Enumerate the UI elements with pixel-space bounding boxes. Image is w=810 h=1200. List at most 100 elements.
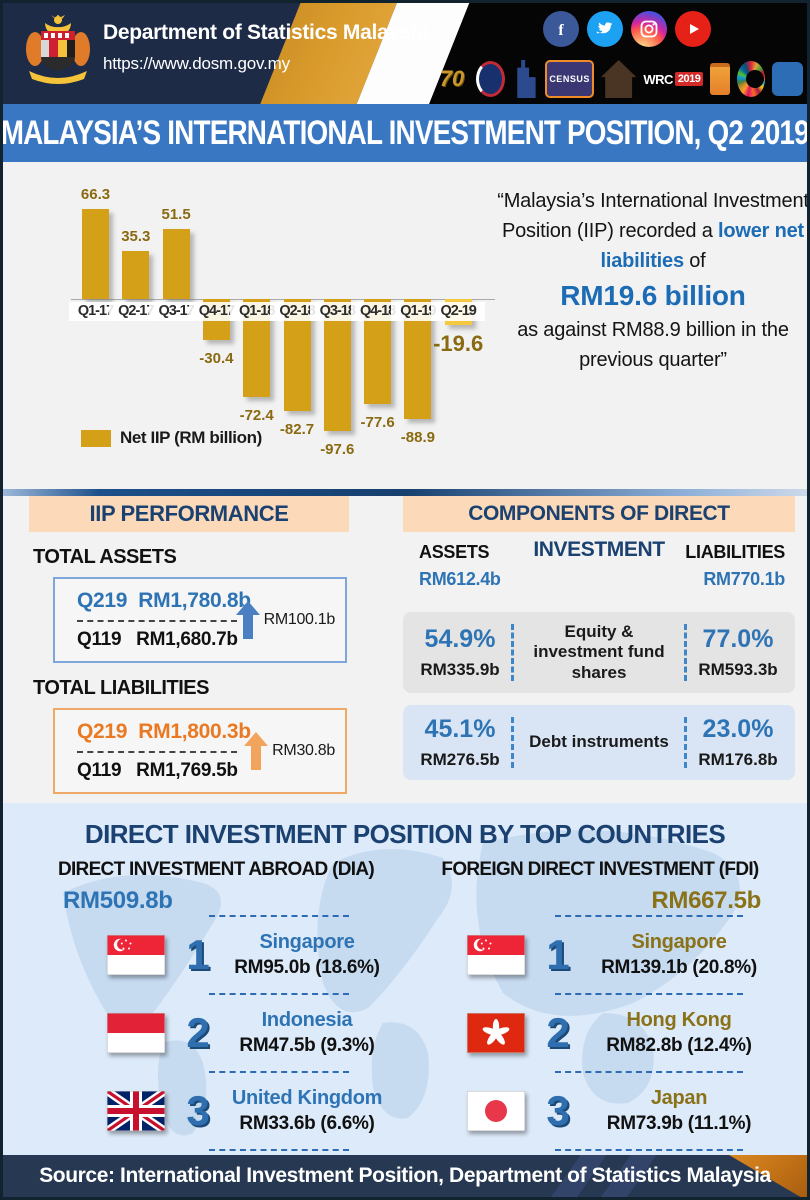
row-dashed-divider <box>209 1149 349 1151</box>
middle-section: IIP PERFORMANCE TOTAL ASSETS Q219 RM1,78… <box>3 496 807 803</box>
components-assets: ASSETS RM612.4b <box>419 542 501 590</box>
dashed-separator <box>77 620 237 622</box>
total-liabilities-label: TOTAL LIABILITIES <box>33 677 209 699</box>
components-liabilities: LIABILITIES RM770.1b <box>685 542 785 590</box>
bar-Q3-17 <box>162 229 190 299</box>
fdi-hongkong-text: Hong Kong RM82.8b (12.4%) <box>583 1009 775 1057</box>
country-name: Japan <box>650 1087 708 1109</box>
bar-value-label: 51.5 <box>161 206 191 224</box>
sdg-wheel-logo <box>737 61 766 97</box>
quote-part2: of <box>683 250 706 272</box>
iip-performance-panel: IIP PERFORMANCE TOTAL ASSETS Q219 RM1,78… <box>29 496 349 794</box>
rank-number: 3 <box>546 1087 570 1134</box>
row-dashed-divider <box>555 915 743 917</box>
census-2020-logo: CENSUS <box>545 60 594 98</box>
bar-Q1-17 <box>82 209 109 299</box>
flag-united-kingdom <box>107 1091 165 1131</box>
mycensus-logo <box>772 62 803 96</box>
debt-label: Debt instruments <box>529 732 669 752</box>
chart-legend: Net IIP (RM billion) <box>81 428 262 448</box>
rank-number: 3 <box>186 1087 210 1134</box>
components-liabilities-value: RM770.1b <box>703 569 785 589</box>
fdi-header: FOREIGN DIRECT INVESTMENT (FDI) <box>441 859 759 880</box>
page-title: MALAYSIA’S INTERNATIONAL INVESTMENT POSI… <box>0 113 810 152</box>
dia-row-united-kingdom: 3 United Kingdom RM33.6b (6.6%) <box>41 1073 391 1149</box>
equity-liabs-value: RM593.3b <box>698 660 778 680</box>
flag-japan <box>467 1091 525 1131</box>
quote-text: “Malaysia’s International Investment Pos… <box>495 186 809 375</box>
dia-column: DIRECT INVESTMENT ABROAD (DIA) RM509.8b … <box>41 859 391 1151</box>
dia-row-indonesia: 2 Indonesia RM47.5b (9.3%) <box>41 995 391 1071</box>
components-panel: COMPONENTS OF DIRECT INVESTMENT ASSETS R… <box>403 496 795 781</box>
up-arrow-blue-icon <box>235 601 260 639</box>
top-countries-title: DIRECT INVESTMENT POSITION BY TOP COUNTR… <box>84 819 726 849</box>
country-name: Singapore <box>631 931 727 953</box>
bar-value-label: -72.4 <box>239 406 274 424</box>
liabs-q2-line: Q219 RM1,800.3b <box>77 720 331 744</box>
facebook-icon[interactable]: f <box>543 11 579 47</box>
country-value: RM139.1b (20.8%) <box>601 957 757 978</box>
equity-liabs-pct: 77.0% <box>702 625 774 654</box>
liabs-q2-value: RM1,800.3b <box>138 720 251 743</box>
liabs-q1-label: Q119 <box>77 760 122 781</box>
assets-q2-value: RM1,780.8b <box>138 589 251 612</box>
wrc-text: WRC <box>643 71 673 87</box>
liabs-q1-line: Q119 RM1,769.5b <box>77 760 331 782</box>
total-liabilities-box: Q219 RM1,800.3b Q119 RM1,769.5b RM30.8b <box>53 708 347 794</box>
chart-section: Net IIP (RM billion) 66.3 Q1-17 35.3 Q2-17 5… <box>3 162 807 489</box>
event-logos-row: 70 CENSUS WRC 2019 <box>435 57 803 101</box>
instagram-icon[interactable] <box>631 11 667 47</box>
rank-number: 2 <box>186 1009 210 1056</box>
vertical-dashed-divider <box>684 624 687 682</box>
bar-value-label: -77.6 <box>360 413 395 431</box>
dashed-separator <box>77 751 237 753</box>
equity-label: Equity & investment fund shares <box>533 622 665 682</box>
fdi-row-singapore: 1 Singapore RM139.1b (20.8%) <box>425 917 775 993</box>
social-icons: f <box>543 11 711 47</box>
equity-assets-pct: 54.9% <box>424 625 496 654</box>
liabs-q1-value: RM1,769.5b <box>136 760 238 781</box>
youtube-icon[interactable] <box>675 11 711 47</box>
country-name: Singapore <box>259 931 355 953</box>
debt-assets-value: RM276.5b <box>420 750 500 770</box>
debt-row: 45.1% RM276.5b Debt instruments 23.0% RM… <box>403 705 795 781</box>
assets-q2-label: Q219 <box>77 589 128 612</box>
website-url[interactable]: https://www.dosm.gov.my <box>103 54 290 73</box>
twitter-icon[interactable] <box>587 11 623 47</box>
country-value: RM47.5b (9.3%) <box>239 1035 375 1056</box>
country-name: United Kingdom <box>231 1087 383 1109</box>
70th-anniversary-logo: 70 <box>439 66 465 91</box>
quote-part3: as against RM88.9 billion in the previou… <box>517 319 789 372</box>
quote-highlight: lower net liabilities <box>600 220 804 272</box>
vertical-dashed-divider <box>511 717 514 769</box>
row-dashed-divider <box>555 1149 743 1151</box>
assets-q2-line: Q219 RM1,780.8b <box>77 589 331 613</box>
heritage-house-logo <box>600 60 637 98</box>
top-countries-section: DIRECT INVESTMENT POSITION BY TOP COUNTR… <box>3 803 807 1155</box>
dia-total: RM509.8b <box>63 887 173 914</box>
assets-change-value: RM100.1b <box>263 611 336 628</box>
svg-text:f: f <box>558 22 564 38</box>
dia-header: DIRECT INVESTMENT ABROAD (DIA) <box>57 859 375 880</box>
country-value: RM95.0b (18.6%) <box>234 957 380 978</box>
bar-value-label: -30.4 <box>199 350 234 368</box>
rank-number: 1 <box>186 931 210 978</box>
row-dashed-divider <box>555 993 743 995</box>
bar-x-label: Q2-19 <box>431 302 486 321</box>
title-bar: MALAYSIA’S INTERNATIONAL INVESTMENT POSI… <box>3 104 807 162</box>
up-arrow-orange-icon <box>244 732 269 770</box>
kl-skyline-logo <box>517 60 536 98</box>
fdi-japan-text: Japan RM73.9b (11.1%) <box>583 1087 775 1135</box>
assets-q1-label: Q119 <box>77 629 122 650</box>
fdi-column: FOREIGN DIRECT INVESTMENT (FDI) RM667.5b… <box>425 859 775 1151</box>
vertical-dashed-divider <box>511 624 514 682</box>
wrc-year-badge: 2019 <box>674 72 704 86</box>
rank-number: 2 <box>546 1009 570 1056</box>
bar-value-label: 35.3 <box>121 228 151 246</box>
quote-part1: “Malaysia’s International Investment Pos… <box>497 190 809 242</box>
dia-uk-text: United Kingdom RM33.6b (6.6%) <box>223 1087 391 1135</box>
debt-liabs-value: RM176.8b <box>698 750 778 770</box>
liabs-change-value: RM30.8b <box>272 742 335 759</box>
flag-singapore <box>107 935 165 975</box>
